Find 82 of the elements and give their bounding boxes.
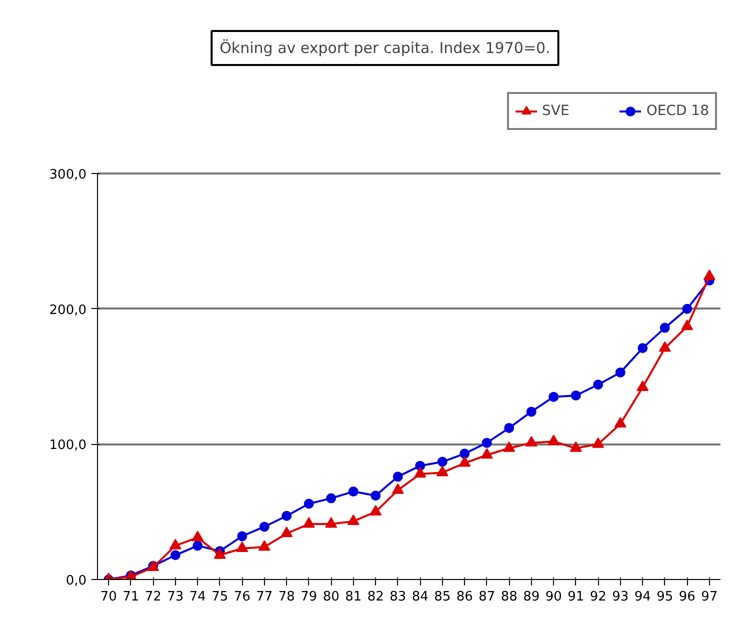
x-tick-label: 96 — [678, 590, 696, 604]
point — [458, 456, 471, 467]
point — [259, 522, 270, 532]
point — [460, 448, 470, 459]
point — [592, 437, 604, 448]
point — [503, 441, 516, 452]
point — [370, 504, 382, 516]
x-tick-label: 93 — [612, 590, 629, 604]
x-tick-label: 90 — [545, 590, 562, 604]
point — [525, 436, 538, 447]
point — [638, 343, 648, 354]
point — [169, 538, 182, 550]
point — [658, 341, 671, 352]
point — [348, 486, 358, 497]
legend-label: SVE — [542, 103, 570, 119]
x-tick-label: 92 — [590, 590, 606, 604]
x-tick-label: 70 — [100, 590, 117, 604]
y-tick-label: 0,0 — [66, 574, 87, 588]
point — [681, 320, 694, 330]
point — [236, 542, 248, 552]
y-tick-label: 300,0 — [49, 168, 86, 183]
point — [214, 548, 226, 559]
point — [636, 380, 649, 392]
point — [660, 322, 670, 333]
point — [703, 270, 716, 280]
x-tick-label: 73 — [167, 590, 184, 604]
x-tick-label: 82 — [367, 590, 384, 604]
x-tick-label: 76 — [234, 590, 250, 604]
point — [593, 380, 604, 390]
point — [436, 466, 448, 476]
x-tick-label: 89 — [523, 590, 540, 604]
point — [325, 517, 338, 528]
x-tick-label: 97 — [701, 590, 718, 604]
point — [570, 390, 581, 400]
point — [437, 456, 448, 467]
point — [548, 392, 559, 402]
chart-title: Ökning av export per capita. Index 1970=0. — [220, 39, 550, 58]
x-tick-label: 81 — [345, 590, 362, 604]
x-tick-label: 78 — [278, 590, 295, 604]
point — [526, 406, 536, 417]
point — [280, 526, 293, 538]
x-tick-label: 95 — [656, 590, 674, 604]
x-tick-label: 74 — [189, 590, 206, 604]
point — [615, 367, 626, 378]
point — [237, 531, 248, 542]
y-tick-label: 200,0 — [49, 302, 86, 318]
point — [392, 472, 403, 482]
x-tick-label: 86 — [456, 590, 473, 604]
point — [304, 498, 314, 509]
x-tick-label: 87 — [478, 590, 496, 604]
point — [326, 493, 336, 504]
point — [482, 438, 492, 448]
point — [170, 550, 180, 560]
point — [570, 441, 582, 452]
x-tick-label: 71 — [122, 590, 140, 604]
point — [282, 510, 292, 521]
point — [302, 517, 315, 528]
x-tick-label: 84 — [412, 590, 428, 604]
point — [548, 434, 560, 446]
x-tick-label: 91 — [568, 590, 584, 604]
point — [392, 483, 404, 494]
y-tick-label: 100,0 — [49, 438, 86, 454]
point — [504, 422, 514, 433]
x-tick-label: 75 — [212, 590, 228, 604]
point — [192, 530, 204, 542]
x-tick-label: 72 — [144, 590, 162, 604]
point — [414, 467, 426, 478]
point — [614, 417, 626, 428]
x-tick-label: 85 — [434, 590, 451, 604]
x-tick-label: 77 — [256, 590, 273, 604]
point — [258, 540, 270, 551]
legend-label: OECD 18 — [646, 103, 709, 119]
x-tick-label: 83 — [390, 590, 406, 604]
point — [682, 304, 692, 314]
point — [347, 514, 360, 525]
point — [480, 448, 493, 459]
point — [370, 490, 381, 501]
x-tick-label: 79 — [300, 590, 318, 604]
x-tick-label: 80 — [322, 590, 340, 604]
x-tick-label: 88 — [500, 590, 518, 604]
x-tick-label: 94 — [634, 590, 651, 604]
point — [192, 540, 203, 551]
